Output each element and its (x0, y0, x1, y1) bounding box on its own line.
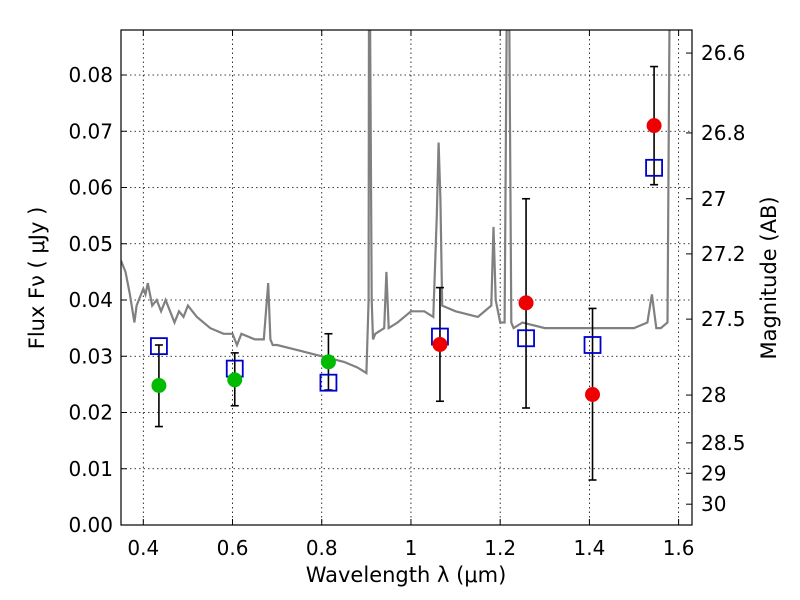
data-point (151, 378, 167, 393)
x-tick-label: 0.6 (217, 536, 249, 560)
plot-area (121, 30, 671, 481)
model-spectrum-line (121, 30, 671, 376)
observed-points (151, 118, 662, 402)
y2-tick-label: 30 (701, 492, 726, 516)
x-tick-labels: 0.4 0.6 0.8 1 1.2 1.4 1.6 (127, 536, 694, 560)
x-axis-label: Wavelength λ (μm) (306, 563, 507, 587)
grid-lines (121, 30, 692, 526)
y-tick-label: 0.01 (68, 457, 113, 481)
model-squares (150, 158, 663, 392)
data-point (320, 354, 336, 370)
model-square (517, 329, 535, 348)
x-tick-label: 1 (405, 536, 418, 560)
y2-tick-label: 27 (701, 187, 726, 211)
x-tick-label: 0.8 (306, 536, 338, 560)
y-tick-label: 0.06 (68, 176, 113, 200)
y2-tick-label: 26.6 (701, 41, 746, 65)
y-tick-label: 0.03 (68, 344, 113, 368)
plot-frame (120, 29, 693, 526)
y-tick-label: 0.00 (68, 513, 113, 537)
model-square (583, 336, 602, 354)
x-tick-label: 0.4 (127, 536, 159, 560)
error-bars (154, 65, 659, 481)
model-square (150, 337, 168, 356)
data-point (585, 387, 601, 402)
y-tick-label: 0.04 (68, 288, 113, 312)
y-tick-label: 0.08 (68, 63, 113, 87)
y2-tick-label: 28.5 (701, 431, 746, 455)
data-point (518, 295, 534, 311)
y-axis-label: Flux Fν ( μJy ) (25, 207, 49, 350)
y-tick-labels: 0.00 0.01 0.02 0.03 0.04 0.05 0.06 0.07 0.08 (68, 63, 113, 537)
data-point (227, 372, 243, 388)
y2-axis-label: Magnitude (AB) (757, 196, 781, 359)
data-point (432, 336, 448, 352)
x-tick-label: 1.4 (573, 536, 605, 560)
y-tick-label: 0.07 (68, 119, 113, 143)
axis-ticks (121, 30, 692, 526)
data-point (646, 118, 662, 134)
y2-tick-label: 26.8 (701, 121, 746, 145)
y2-tick-label: 29 (701, 461, 726, 485)
y2-tick-label: 27.5 (701, 307, 746, 331)
model-square (319, 373, 338, 392)
x-tick-label: 1.6 (663, 536, 695, 560)
y-tick-label: 0.02 (68, 401, 113, 425)
y2-tick-label: 28 (701, 383, 726, 407)
x-tick-label: 1.2 (484, 536, 516, 560)
y2-tick-labels: 26.6 26.8 27 27.2 27.5 28 28.5 29 30 (701, 41, 746, 516)
y2-tick-label: 27.2 (701, 242, 746, 266)
model-square (645, 158, 663, 177)
y-tick-label: 0.05 (68, 232, 113, 256)
